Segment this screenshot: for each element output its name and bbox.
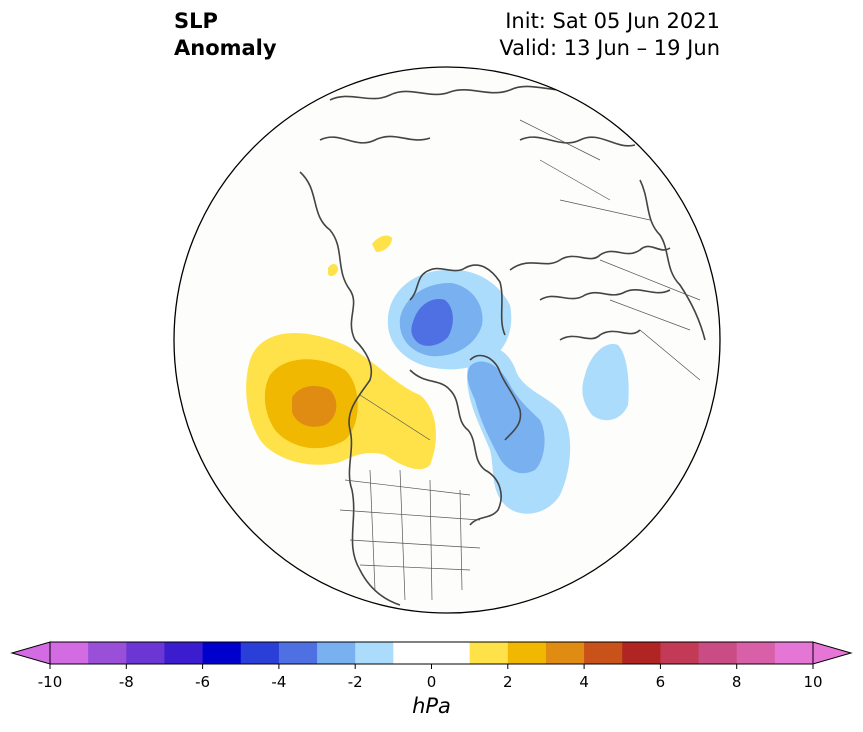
colorbar-cell (698, 642, 738, 664)
map-title: SLP Anomaly (174, 8, 277, 62)
valid-range: Valid: 13 Jun – 19 Jun (499, 36, 720, 60)
colorbar-tick-label: -4 (271, 673, 287, 691)
colorbar-cell (50, 642, 89, 664)
anomaly-greenland-labrador-low (467, 347, 571, 514)
colorbar-cell (88, 642, 127, 664)
colorbar-tick-label: 8 (731, 673, 742, 691)
colorbar-tick-label: -6 (195, 673, 211, 691)
anomaly-north-atlantic-low (582, 344, 629, 421)
run-info: Init: Sat 05 Jun 2021 Valid: 13 Jun – 19… (499, 8, 720, 62)
colorbar-tick-label: -10 (37, 673, 63, 691)
colorbar-cell (126, 642, 165, 664)
colorbar-cell (736, 642, 776, 664)
anomaly-arctic-low (387, 269, 512, 370)
colorbar-under-triangle (10, 641, 51, 665)
colorbar-cell (355, 642, 394, 664)
colorbar-cell (393, 642, 471, 664)
anomaly-gulf-of-alaska-high (246, 333, 436, 470)
colorbar-tick-label: -8 (118, 673, 134, 691)
colorbar-over-triangle (812, 641, 853, 665)
colorbar-tick-label: 0 (426, 673, 437, 691)
map-boundary (173, 66, 721, 614)
borders (339, 119, 701, 601)
colorbar-cell (240, 642, 280, 664)
colorbar (10, 641, 853, 669)
colorbar-cell (278, 642, 318, 664)
colorbar-tick-label: 6 (655, 673, 666, 691)
colorbar-cell (164, 642, 204, 664)
colorbar-tick-label: 4 (579, 673, 589, 691)
anomaly-siberian-ridge (328, 235, 392, 277)
colorbar-tick-label: 10 (803, 673, 823, 691)
colorbar-cell (584, 642, 623, 664)
coastlines (299, 85, 706, 606)
slp-anomaly-map (173, 66, 721, 614)
colorbar-units: hPa (412, 694, 451, 718)
colorbar-cell (660, 642, 700, 664)
init-date: Init: Sat 05 Jun 2021 (505, 9, 720, 33)
colorbar-cell (622, 642, 661, 664)
colorbar-tick-label: -2 (347, 673, 363, 691)
colorbar-cell (317, 642, 356, 664)
colorbar-cell (469, 642, 509, 664)
title-line-1: SLP (174, 9, 218, 33)
title-line-2: Anomaly (174, 36, 277, 60)
colorbar-cell (202, 642, 242, 664)
colorbar-tick-label: 2 (503, 673, 513, 691)
colorbar-cell (545, 642, 585, 664)
colorbar-cell (507, 642, 547, 664)
colorbar-cell (774, 642, 814, 664)
